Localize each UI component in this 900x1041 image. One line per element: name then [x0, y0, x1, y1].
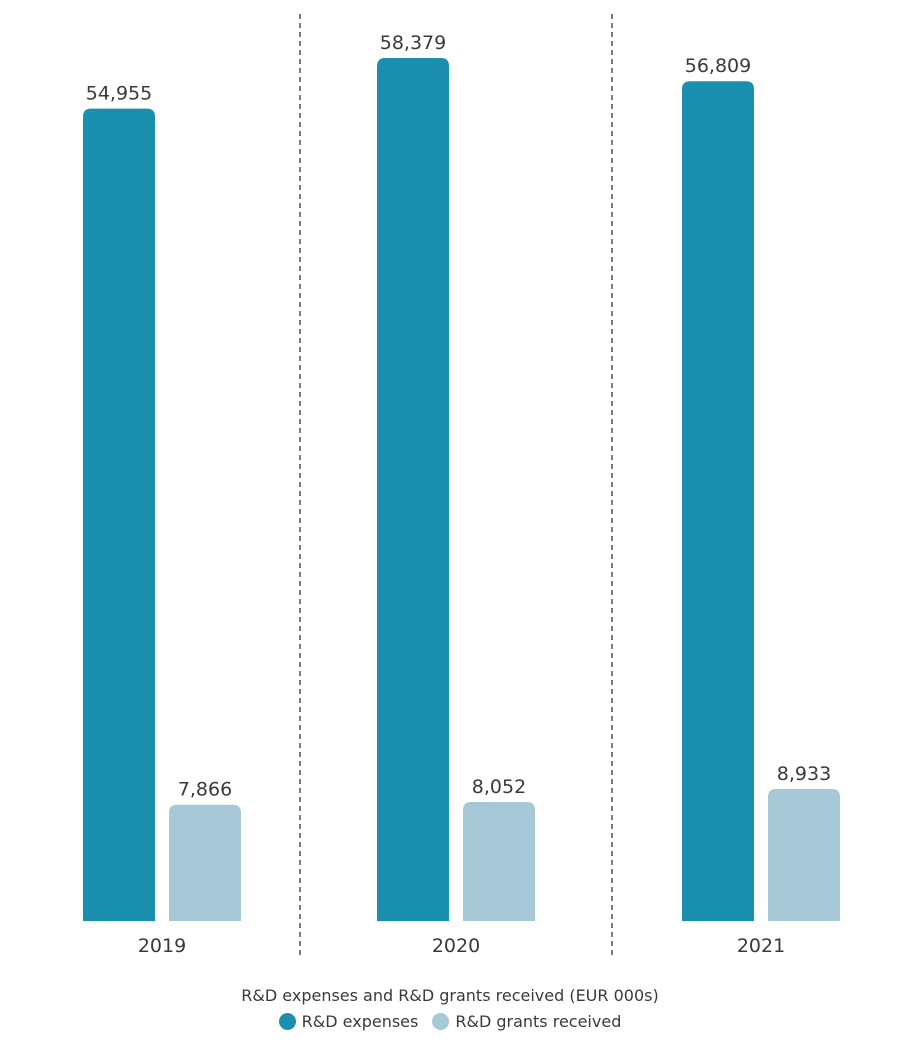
category-separators — [299, 14, 613, 955]
value-label: 8,933 — [777, 763, 831, 785]
x-axis-tick-labels: 2019 2020 2021 — [138, 935, 785, 957]
bar-expenses-2021 — [682, 81, 754, 921]
bar-expenses-2019 — [83, 108, 155, 921]
value-labels: 54,955 7,866 58,379 8,052 56,809 8,933 — [86, 32, 831, 801]
bar-expenses-2020 — [377, 58, 449, 921]
legend-swatch-icon — [278, 1013, 296, 1030]
x-tick-label: 2020 — [432, 935, 480, 957]
legend-swatch-icon — [432, 1013, 450, 1030]
value-label: 54,955 — [86, 83, 152, 105]
bar-grants-2020 — [463, 801, 535, 921]
value-label: 7,866 — [178, 779, 232, 801]
legend: R&D expenses R&D grants received — [0, 1012, 900, 1031]
value-label: 56,809 — [685, 55, 751, 77]
x-tick-label: 2019 — [138, 935, 186, 957]
legend-label: R&D grants received — [455, 1012, 622, 1031]
bars — [83, 58, 840, 921]
x-tick-label: 2021 — [737, 935, 785, 957]
value-label: 8,052 — [472, 776, 526, 798]
legend-item-grants: R&D grants received — [432, 1012, 621, 1031]
legend-item-expenses: R&D expenses — [278, 1012, 419, 1031]
chart-title: R&D expenses and R&D grants received (EU… — [241, 986, 659, 1005]
bar-grants-2019 — [169, 804, 241, 921]
bar-grants-2021 — [768, 788, 840, 921]
value-label: 58,379 — [380, 32, 446, 54]
legend-label: R&D expenses — [301, 1012, 419, 1031]
